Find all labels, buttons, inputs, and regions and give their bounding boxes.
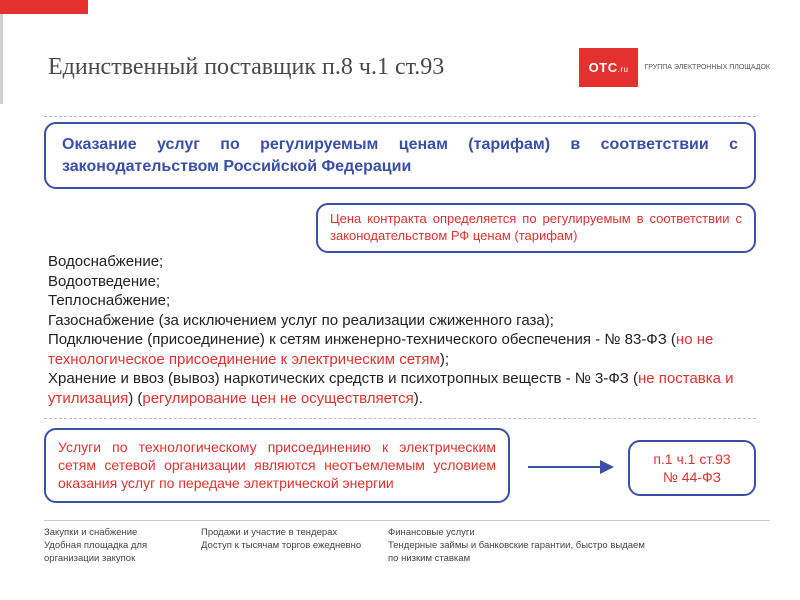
- callout-main: Оказание услуг по регулируемым ценам (та…: [44, 122, 756, 189]
- footer-title: Финансовые услуги: [388, 527, 648, 540]
- footer-title: Продажи и участие в тендерах: [201, 527, 376, 540]
- page-title: Единственный поставщик п.8 ч.1 ст.93: [48, 54, 444, 81]
- exclusion-note: регулирование цен не осуществляется: [142, 390, 413, 407]
- callout-services-text: Услуги по технологическому присоединению…: [58, 438, 496, 493]
- list-item: Газоснабжение (за исключением услуг по р…: [48, 311, 756, 331]
- logo-badge: OTC.ru: [579, 48, 639, 87]
- arrow-icon: [528, 458, 614, 476]
- list-item: Хранение и ввоз (вывоз) наркотических ср…: [48, 369, 756, 408]
- reference-line2: № 44-ФЗ: [636, 468, 748, 486]
- logo-main: OTC: [589, 60, 618, 75]
- footer: Закупки и снабжение Удобная площадка для…: [44, 520, 770, 565]
- footer-col: Продажи и участие в тендерах Доступ к ты…: [201, 527, 376, 565]
- list-item: Водоснабжение;: [48, 252, 756, 272]
- reference-line1: п.1 ч.1 ст.93: [636, 450, 748, 468]
- footer-body: Доступ к тысячам торгов ежедневно: [201, 540, 376, 553]
- callout-main-text: Оказание услуг по регулируемым ценам (та…: [62, 134, 738, 177]
- header: Единственный поставщик п.8 ч.1 ст.93 OTC…: [48, 48, 770, 87]
- logo-suffix: .ru: [618, 65, 629, 74]
- brand-accent-bar: [0, 0, 88, 14]
- footer-body: Удобная площадка для организации закупок: [44, 540, 189, 566]
- footer-title: Закупки и снабжение: [44, 527, 189, 540]
- list-item: Теплоснабжение;: [48, 291, 756, 311]
- list-item: Водоотведение;: [48, 272, 756, 292]
- logo: OTC.ru ГРУППА ЭЛЕКТРОННЫХ ПЛОЩАДОК: [579, 48, 770, 87]
- footer-col: Финансовые услуги Тендерные займы и банк…: [388, 527, 648, 565]
- callout-price-text: Цена контракта определяется по регулируе…: [330, 211, 742, 245]
- footer-col: Закупки и снабжение Удобная площадка для…: [44, 527, 189, 565]
- callout-services: Услуги по технологическому присоединению…: [44, 428, 510, 503]
- side-rule: [0, 14, 3, 104]
- divider: [44, 418, 756, 419]
- logo-caption: ГРУППА ЭЛЕКТРОННЫХ ПЛОЩАДОК: [644, 63, 770, 72]
- callout-reference: п.1 ч.1 ст.93 № 44-ФЗ: [628, 440, 756, 496]
- callout-price: Цена контракта определяется по регулируе…: [316, 203, 756, 253]
- list-item: Подключение (присоединение) к сетям инже…: [48, 330, 756, 369]
- footer-body: Тендерные займы и банковские гарантии, б…: [388, 540, 648, 566]
- services-list: Водоснабжение; Водоотведение; Теплоснабж…: [48, 252, 756, 408]
- divider: [44, 116, 756, 117]
